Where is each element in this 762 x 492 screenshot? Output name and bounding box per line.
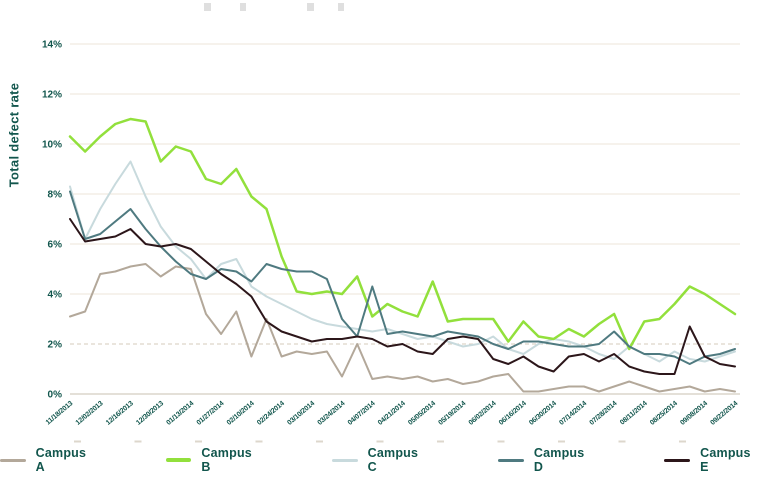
y-tick-label: 8% [48, 190, 63, 201]
x-tick-label: 03/10/2014 [286, 400, 316, 427]
clipped-top-artifact [240, 3, 246, 11]
clipped-top-artifact [204, 3, 211, 11]
legend-swatch-campus-c [332, 458, 358, 462]
line-chart-plot-area: 0%2%4%6%8%10%12%14%11/18/2013 12/02/2013 1… [42, 40, 740, 443]
clipped-top-artifact [307, 3, 314, 11]
x-tick-label: 04/21/2014 [377, 400, 407, 427]
series-line-campus-d [69, 190, 736, 365]
x-tick-label: 06/16/2014 [498, 400, 528, 427]
legend-swatch-campus-b [165, 458, 192, 462]
series-line-campus-e [69, 218, 736, 375]
x-tick-label: 04/07/2014 [347, 400, 377, 427]
x-tick-label: 12/02/2013 [75, 400, 105, 427]
legend-label-campus-d: Campus D [533, 446, 585, 474]
legend-swatch-campus-d [498, 458, 524, 462]
y-tick-label: 14% [42, 40, 62, 51]
x-tick-label: 09/22/2014 [709, 400, 739, 427]
x-tick-label: 01/27/2014 [196, 400, 226, 427]
y-tick-label: 12% [42, 90, 62, 101]
x-tick-label: 06/30/2014 [528, 400, 558, 427]
x-tick-label: 12/30/2013 [135, 400, 165, 427]
x-tick-label: 12/16/2013 [105, 400, 135, 427]
x-tick-label: 06/02/2014 [468, 400, 498, 427]
defect-rate-chart: 0% 2% 4% 6% 8% 10% 12% 14% 11/18/2013 12/02/2013 1… [6, 3, 740, 443]
x-tick-label: 08/11/2014 [619, 400, 649, 427]
x-tick-label: 01/13/2014 [165, 400, 195, 427]
x-tick-label: 05/05/2014 [407, 400, 437, 427]
x-tick-label: 11/18/2013 [45, 400, 75, 427]
y-tick-label: 2% [48, 340, 63, 351]
series-line-campus-b [68, 117, 737, 351]
x-tick-label: 03/24/2014 [317, 400, 347, 427]
legend-label-campus-b: Campus B [201, 446, 252, 474]
legend-item-campus-d[interactable]: Campus D [498, 446, 596, 474]
legend-item-campus-e[interactable]: Campus E [664, 446, 762, 474]
x-tick-label: 02/24/2014 [256, 400, 286, 427]
legend-label-campus-e: Campus E [700, 446, 751, 474]
clipped-top-artifact [338, 3, 344, 11]
legend-item-campus-b[interactable]: Campus B [165, 446, 264, 474]
legend-label-campus-c: Campus C [367, 446, 419, 474]
legend-swatch-campus-a [0, 458, 26, 462]
x-tick-label: 07/28/2014 [589, 400, 619, 427]
y-tick-label: 10% [42, 140, 62, 151]
chart-legend: Campus A Campus B Campus C Campus D Campus E [0, 446, 762, 474]
legend-item-campus-c[interactable]: Campus C [332, 446, 430, 474]
series-line-campus-a [69, 263, 736, 393]
x-tick-label: 05/19/2014 [437, 400, 467, 427]
y-axis-title: Total defect rate [6, 82, 22, 188]
x-tick-label: 09/08/2014 [679, 400, 709, 427]
series-line-campus-c [69, 160, 736, 363]
y-tick-label: 6% [48, 240, 63, 251]
legend-label-campus-a: Campus A [35, 446, 87, 474]
y-tick-label: 4% [48, 290, 63, 301]
legend-item-campus-a[interactable]: Campus A [0, 446, 98, 474]
x-tick-label: 02/10/2014 [226, 400, 256, 427]
x-tick-label: 08/25/2014 [649, 400, 679, 427]
y-tick-label: 0% [48, 390, 63, 401]
legend-swatch-campus-e [664, 458, 691, 462]
x-tick-label: 07/14/2014 [558, 400, 588, 427]
